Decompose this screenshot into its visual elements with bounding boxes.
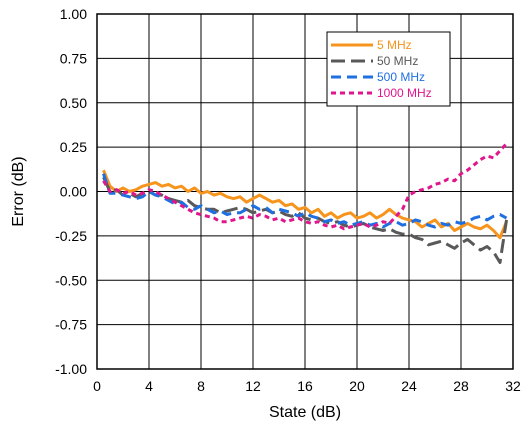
y-axis-ticks: 1.00 0.75 0.50 0.25 0.00 -0.25 -0.50 -0.75 -1.00: [55, 6, 87, 377]
y-tick-label: 0.75: [60, 50, 87, 66]
legend-label: 1000 MHz: [377, 86, 432, 100]
y-tick-label: -1.00: [55, 361, 87, 377]
x-tick-label: 16: [297, 378, 313, 394]
y-tick-label: 1.00: [60, 6, 87, 22]
y-tick-label: 0.50: [60, 95, 87, 111]
y-tick-label: -0.50: [55, 272, 87, 288]
y-tick-label: -0.25: [55, 228, 87, 244]
x-tick-label: 12: [245, 378, 261, 394]
y-tick-label: 0.00: [60, 184, 87, 200]
series-line-500-mhz: [102, 173, 508, 229]
y-tick-label: -0.75: [55, 317, 87, 333]
x-axis-ticks: 0 4 8 12 16 20 24 28 32: [93, 378, 521, 394]
x-tick-label: 28: [453, 378, 469, 394]
series-line-1000-mhz: [102, 142, 508, 231]
grid: [97, 14, 513, 369]
x-tick-label: 20: [349, 378, 365, 394]
x-tick-label: 8: [197, 378, 205, 394]
series-line-50-mhz: [102, 176, 508, 264]
x-tick-label: 4: [145, 378, 153, 394]
x-tick-label: 24: [401, 378, 417, 394]
x-axis-label: State (dB): [269, 404, 341, 421]
y-tick-label: 0.25: [60, 139, 87, 155]
x-tick-label: 0: [93, 378, 101, 394]
series-line-5-mhz: [102, 169, 508, 240]
series-lines: [102, 142, 508, 264]
legend: 5 MHz 50 MHz 500 MHz 1000 MHz: [326, 31, 451, 107]
y-axis-label: Error (dB): [10, 156, 27, 226]
plot-area-frame: [96, 13, 514, 370]
legend-label: 50 MHz: [377, 54, 418, 68]
legend-label: 5 MHz: [377, 38, 412, 52]
legend-label: 500 MHz: [377, 70, 425, 84]
x-tick-label: 32: [505, 378, 521, 394]
